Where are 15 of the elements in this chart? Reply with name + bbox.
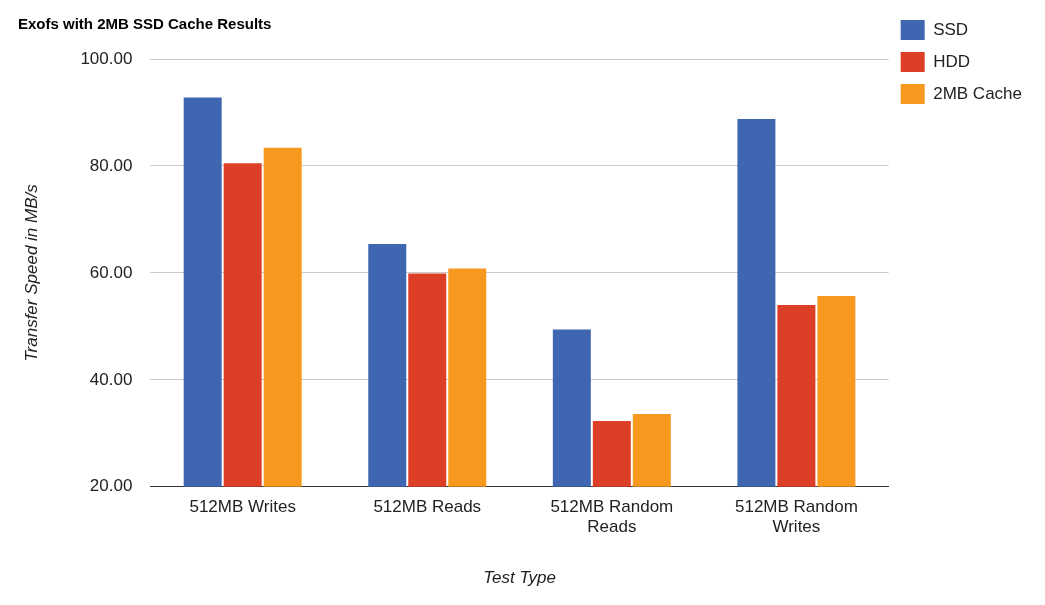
x-tick-label: 512MB Reads [373,496,482,516]
legend-label: SSD [933,19,969,39]
y-axis-title: Transfer Speed in MB/s [21,183,41,362]
x-axis-title: Test Type [483,567,556,587]
y-tick-label: 60.00 [89,262,133,282]
y-tick-label: 100.00 [80,48,133,68]
chart-title: Exofs with 2MB SSD Cache Results [18,15,272,33]
legend-label: 2MB Cache [933,83,1023,103]
x-tick-label: 512MB Random Writes [734,496,858,537]
y-tick-label: 40.00 [89,369,133,389]
x-tick-label: 512MB Writes [189,496,296,516]
x-tick-label: 512MB Random Reads [550,496,674,537]
y-tick-label: 20.00 [89,476,133,496]
y-tick-label: 80.00 [89,155,133,175]
legend-label: HDD [933,51,971,71]
